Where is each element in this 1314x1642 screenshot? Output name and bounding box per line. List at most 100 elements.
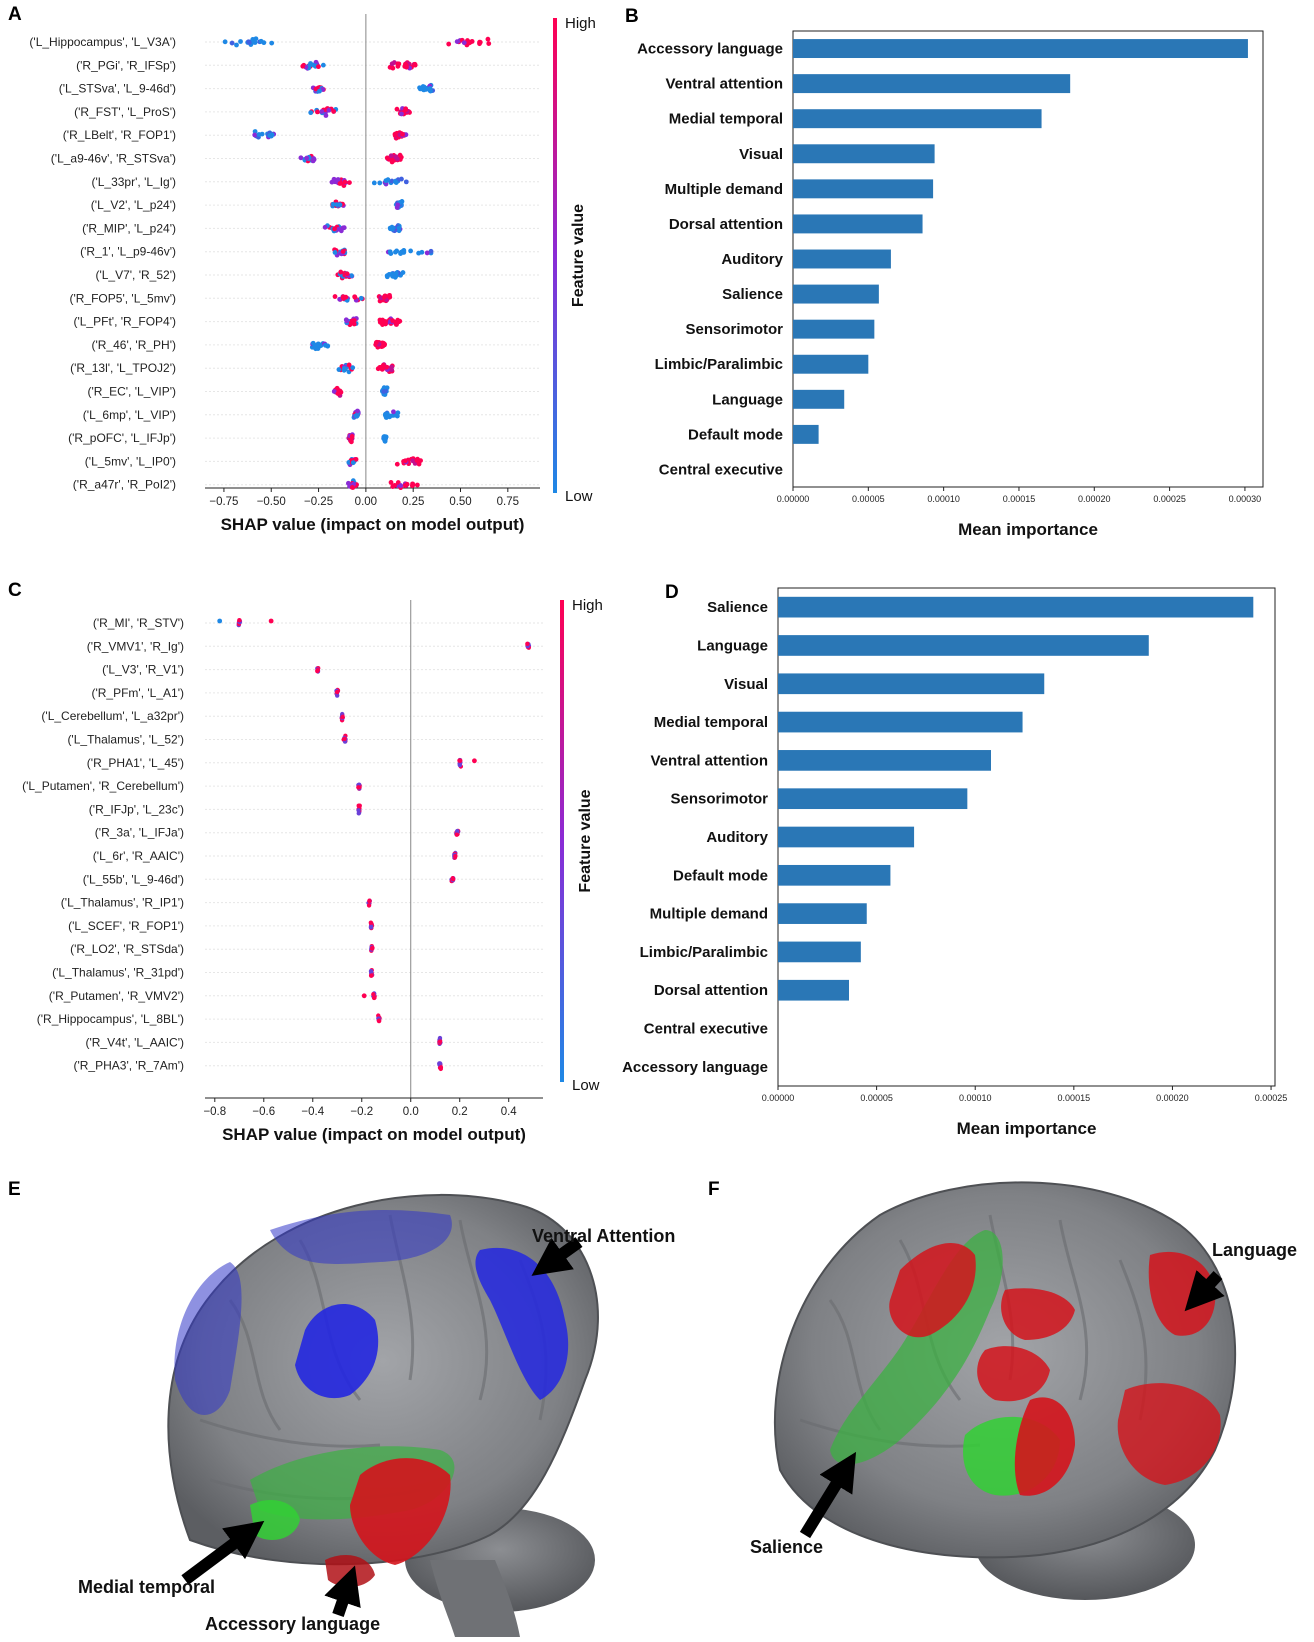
chart-c-colorbar-low: Low: [572, 1077, 600, 1094]
shap-point: [403, 107, 409, 113]
shap-point: [369, 969, 374, 975]
shap-point: [371, 180, 377, 186]
category-label: Central executive: [644, 1021, 768, 1038]
chart-a-colorbar: [553, 18, 557, 493]
feature-label: ('R_PHA3', 'R_7Am'): [73, 1059, 184, 1073]
shap-point: [393, 270, 399, 276]
shap-point: [402, 458, 408, 464]
brain-f-red-1: [889, 1243, 976, 1338]
x-tick-label: 0.00005: [860, 1093, 893, 1103]
shap-point: [400, 131, 405, 137]
category-label: Default mode: [688, 426, 783, 443]
shap-point: [344, 318, 350, 324]
category-label: Visual: [724, 676, 768, 693]
feature-label: ('R_PHA1', 'L_45'): [87, 756, 184, 770]
shap-point: [316, 64, 321, 70]
shap-point: [393, 154, 399, 160]
importance-bar: [778, 673, 1045, 695]
brain-e-blue-core: [295, 1303, 379, 1399]
chart-a-colorbar-high: High: [565, 15, 596, 32]
shap-point: [323, 113, 329, 118]
shap-point: [403, 61, 408, 67]
panel-label-b: B: [625, 6, 639, 27]
chart-a-colorbar-title: Feature value: [570, 204, 587, 307]
category-label: Dorsal attention: [669, 216, 783, 233]
brain-e-blue-ventral: [475, 1247, 569, 1400]
shap-point: [457, 762, 463, 768]
importance-bar: [793, 144, 935, 164]
category-label: Accessory language: [637, 41, 783, 58]
category-label: Salience: [707, 599, 768, 616]
shap-point: [372, 995, 377, 1000]
shap-point: [472, 758, 477, 764]
shap-point: [341, 225, 347, 231]
shap-point: [393, 179, 398, 185]
shap-point: [457, 758, 462, 763]
chart-c-colorbar-title: Feature value: [577, 789, 594, 892]
shap-point: [453, 854, 458, 859]
feature-label: ('R_VMV1', 'R_Ig'): [87, 639, 184, 653]
shap-point: [332, 226, 337, 232]
shap-point: [389, 364, 394, 370]
shap-point: [338, 228, 344, 234]
shap-point: [399, 176, 404, 182]
shap-point: [320, 62, 326, 68]
shap-point: [326, 107, 332, 113]
shap-point: [383, 319, 389, 324]
shap-point: [387, 294, 393, 300]
x-tick-label: −0.2: [350, 1106, 373, 1118]
feature-label: ('R_MIP', 'L_p24'): [82, 221, 176, 235]
shap-point: [446, 41, 452, 47]
shap-point: [259, 131, 265, 137]
shap-point: [377, 180, 383, 186]
chart-b-mean-importance: Accessory language Ventral attention Media…: [637, 30, 1264, 539]
shap-point: [317, 343, 323, 349]
shap-point: [408, 248, 414, 254]
feature-label: ('R_PFm', 'L_A1'): [91, 686, 184, 700]
feature-label: ('L_33pr', 'L_Ig'): [91, 175, 176, 189]
shap-point: [412, 62, 418, 68]
shap-point: [398, 249, 404, 255]
x-tick-label: 0.0: [403, 1106, 419, 1118]
shap-point: [395, 61, 401, 67]
feature-label: ('R_Putamen', 'R_VMV2'): [49, 989, 184, 1003]
shap-point: [368, 920, 374, 925]
x-tick-label: 0.00025: [1255, 1093, 1288, 1103]
feature-label: ('R_FOP5', 'L_5mv'): [69, 291, 176, 305]
shap-point: [392, 483, 398, 488]
brain-e-blue-network: [174, 1262, 242, 1415]
shap-point: [388, 480, 394, 485]
importance-bar: [793, 179, 934, 199]
shap-point: [308, 61, 313, 66]
shap-point: [346, 362, 352, 368]
brain-e-arrow-accessory: [324, 1565, 361, 1617]
category-label: Language: [712, 391, 783, 408]
feature-label: ('R_Hippocampus', 'L_8BL'): [37, 1012, 184, 1026]
shap-point: [388, 153, 394, 159]
x-tick-label: 0.00: [355, 496, 377, 508]
shap-point: [331, 109, 337, 114]
shap-point: [376, 1018, 382, 1023]
shap-point: [334, 689, 340, 695]
importance-bar: [778, 711, 1023, 733]
shap-point: [336, 367, 342, 372]
shap-point: [268, 618, 274, 624]
shap-point: [261, 40, 267, 46]
shap-point: [454, 39, 460, 44]
brain-e-blue-network-2: [270, 1210, 452, 1264]
feature-label: ('L_Cerebellum', 'L_a32pr'): [41, 709, 184, 723]
shap-point: [319, 109, 325, 114]
importance-bar: [778, 788, 968, 810]
chart-c-colorbar: [560, 600, 564, 1082]
feature-label: ('R_pOFC', 'L_IFJp'): [68, 431, 176, 445]
brain-e-red-accessory: [350, 1458, 451, 1565]
importance-bar: [793, 39, 1248, 59]
shap-point: [438, 1065, 444, 1070]
x-tick-label: −0.50: [257, 496, 286, 508]
shap-point: [352, 294, 358, 300]
shap-point: [347, 180, 352, 186]
brain-f-arrow-language: [1184, 1270, 1225, 1312]
category-label: Language: [697, 637, 768, 654]
shap-point: [380, 322, 385, 327]
